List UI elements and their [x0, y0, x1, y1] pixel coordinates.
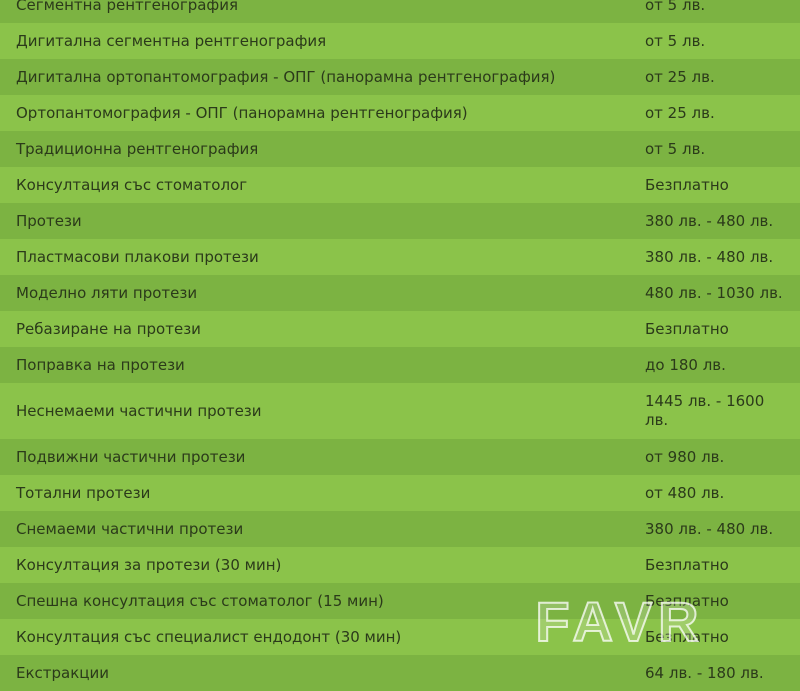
table-row: Консултация със специалист ендодонт (30 …: [0, 619, 800, 655]
service-name: Консултация със стоматолог: [16, 175, 248, 194]
service-price: от 980 лв.: [645, 447, 725, 466]
table-row: Снемаеми частични протези 380 лв. - 480 …: [0, 511, 800, 547]
service-name: Традиционна рентгенография: [16, 139, 259, 158]
service-name: Протези: [16, 211, 82, 230]
service-name: Пластмасови плакови протези: [16, 247, 259, 266]
service-name: Подвижни частични протези: [16, 447, 246, 466]
table-row: Спешна консултация със стоматолог (15 ми…: [0, 583, 800, 619]
service-price: Безплатно: [645, 175, 729, 194]
service-name: Ортопантомография - ОПГ (панорамна рентг…: [16, 103, 468, 122]
table-row: Протези 380 лв. - 480 лв.: [0, 203, 800, 239]
table-row: Екстракции 64 лв. - 180 лв.: [0, 655, 800, 691]
service-price: 480 лв. - 1030 лв.: [645, 283, 783, 302]
table-row: Ребазиране на протези Безплатно: [0, 311, 800, 347]
service-price: от 480 лв.: [645, 483, 725, 502]
service-price: от 5 лв.: [645, 31, 706, 50]
service-name: Дигитална сегментна рентгенография: [16, 31, 327, 50]
table-row: Моделно ляти протези 480 лв. - 1030 лв.: [0, 275, 800, 311]
service-price: Безплатно: [645, 627, 729, 646]
service-name: Неснемаеми частични протези: [16, 401, 262, 420]
table-row: Неснемаеми частични протези 1445 лв. - 1…: [0, 383, 800, 439]
service-name: Ребазиране на протези: [16, 319, 201, 338]
service-name: Консултация за протези (30 мин): [16, 555, 282, 574]
service-price: от 5 лв.: [645, 139, 706, 158]
service-price: от 5 лв.: [645, 0, 706, 14]
table-row: Подвижни частични протези от 980 лв.: [0, 439, 800, 475]
service-name: Поправка на протези: [16, 355, 185, 374]
service-name: Спешна консултация със стоматолог (15 ми…: [16, 591, 384, 610]
service-name: Моделно ляти протези: [16, 283, 198, 302]
service-name: Екстракции: [16, 663, 110, 682]
table-row: Сегментна рентгенография от 5 лв.: [0, 0, 800, 23]
table-row: Ортопантомография - ОПГ (панорамна рентг…: [0, 95, 800, 131]
table-row: Консултация за протези (30 мин) Безплатн…: [0, 547, 800, 583]
service-price: Безплатно: [645, 555, 729, 574]
service-price: Безплатно: [645, 591, 729, 610]
service-name: Снемаеми частични протези: [16, 519, 244, 538]
table-row: Пластмасови плакови протези 380 лв. - 48…: [0, 239, 800, 275]
table-row: Консултация със стоматолог Безплатно: [0, 167, 800, 203]
table-row: Поправка на протези до 180 лв.: [0, 347, 800, 383]
table-row: Традиционна рентгенография от 5 лв.: [0, 131, 800, 167]
service-price: от 25 лв.: [645, 103, 715, 122]
table-row: Дигитална сегментна рентгенография от 5 …: [0, 23, 800, 59]
service-price: Безплатно: [645, 319, 729, 338]
table-row: Тотални протези от 480 лв.: [0, 475, 800, 511]
service-price: 380 лв. - 480 лв.: [645, 211, 774, 230]
service-price: до 180 лв.: [645, 355, 726, 374]
service-name: Тотални протези: [16, 483, 151, 502]
service-price: от 25 лв.: [645, 67, 715, 86]
service-price: 380 лв. - 480 лв.: [645, 519, 774, 538]
service-price: 1445 лв. - 1600 лв.: [645, 392, 765, 429]
service-name: Консултация със специалист ендодонт (30 …: [16, 627, 402, 646]
service-name: Сегментна рентгенография: [16, 0, 239, 14]
table-row: Дигитална ортопантомография - ОПГ (панор…: [0, 59, 800, 95]
service-price: 64 лв. - 180 лв.: [645, 663, 764, 682]
service-name: Дигитална ортопантомография - ОПГ (панор…: [16, 67, 556, 86]
service-price: 380 лв. - 480 лв.: [645, 247, 774, 266]
